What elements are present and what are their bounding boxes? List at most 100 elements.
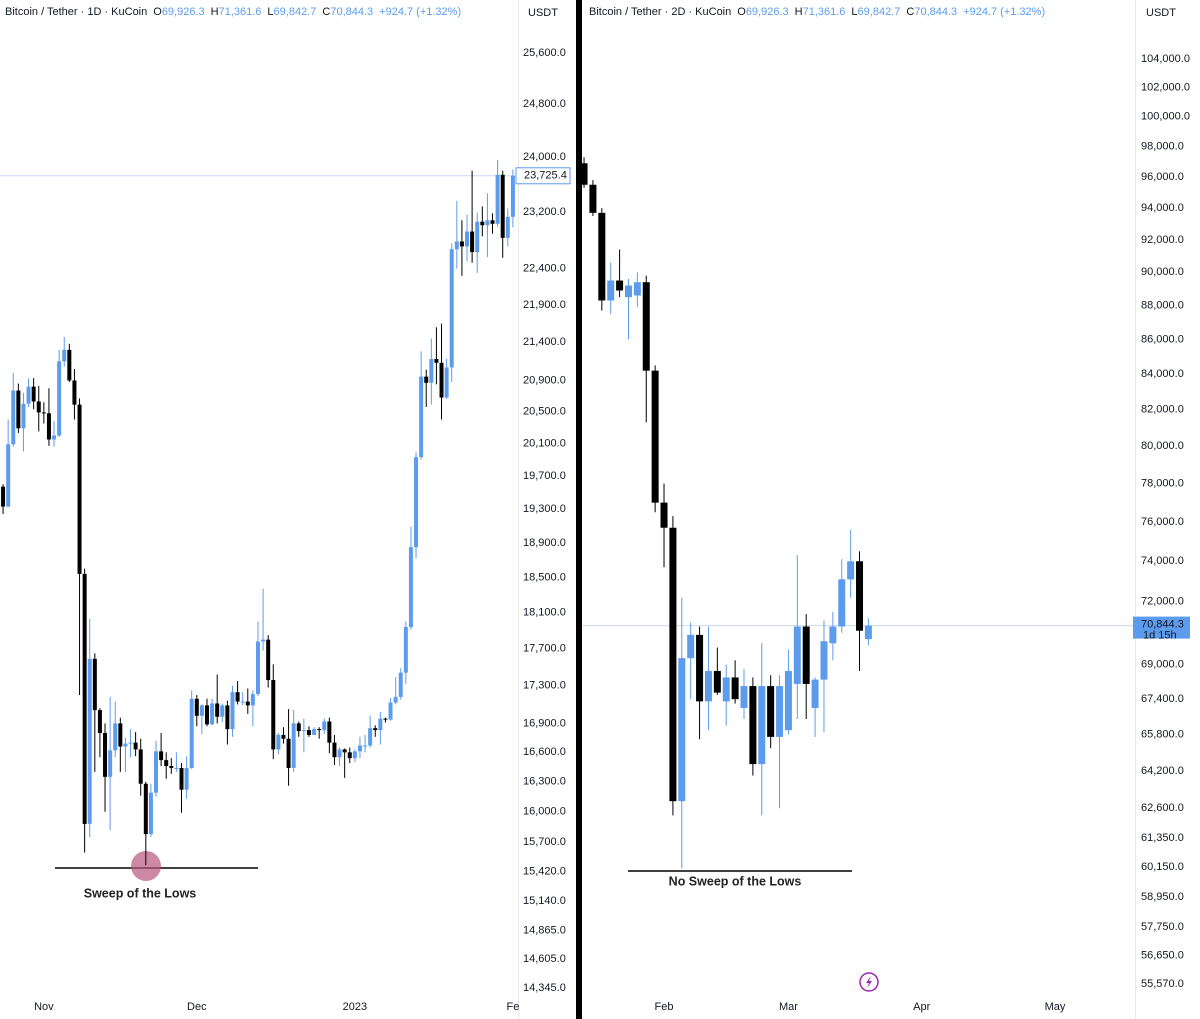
icon-bolt (866, 976, 872, 988)
candle-body (62, 349, 67, 362)
candle-body (696, 634, 704, 702)
candle-body (291, 723, 296, 768)
y-tick-label: 61,350.0 (1141, 832, 1184, 844)
candle-body (802, 626, 810, 684)
candle-body (373, 728, 378, 731)
candle-body (687, 634, 695, 659)
candle-body (505, 216, 510, 238)
candle-body (459, 241, 464, 247)
candle-body (864, 625, 872, 640)
candle-body (261, 639, 266, 642)
y-tick-label: 74,000.0 (1141, 555, 1184, 567)
lightning-icon[interactable] (859, 972, 879, 992)
header: Bitcoin / Tether · 1D · KuCoin O69,926.3 H… (5, 6, 461, 18)
y-tick-label: 84,000.0 (1141, 368, 1184, 380)
candle-body (57, 361, 62, 436)
y-tick-label: 58,950.0 (1141, 891, 1184, 903)
ohlc-value: 69,926.3 (162, 6, 205, 18)
candle-body (784, 670, 792, 731)
candle-body (589, 184, 597, 213)
candle-body (749, 686, 757, 765)
ohlc-value: 71,361.6 (803, 6, 846, 18)
candle-body (439, 362, 444, 398)
y-tick-label: 17,300.0 (523, 680, 566, 692)
candle-body (424, 376, 429, 383)
candle-body (235, 692, 240, 702)
y-tick-label: 57,750.0 (1141, 921, 1184, 933)
y-tick-label: 15,700.0 (523, 836, 566, 848)
y-tick-label: 21,900.0 (523, 299, 566, 311)
candle-body (580, 163, 588, 185)
y-tick-label: 96,000.0 (1141, 171, 1184, 183)
x-tick-label: May (1045, 1001, 1066, 1013)
ohlc-key: L (267, 6, 273, 18)
candle-body (793, 626, 801, 684)
ohlc-key: H (795, 6, 803, 18)
y-tick-label: 16,300.0 (523, 776, 566, 788)
candle-body (11, 390, 16, 445)
candle-body (651, 370, 659, 503)
y-tick-label: 20,100.0 (523, 437, 566, 449)
y-tick-label: 64,200.0 (1141, 765, 1184, 777)
candle-body (97, 710, 102, 733)
candle-body (169, 765, 174, 768)
ohlc-value: 69,842.7 (858, 6, 901, 18)
candle-body (138, 749, 143, 784)
candle-body (811, 679, 819, 708)
y-tick-label: 72,000.0 (1141, 596, 1184, 608)
candle-body (624, 285, 632, 298)
price-label: 70,844.3 (1141, 619, 1184, 631)
candle-body (847, 561, 855, 580)
candle-body (72, 380, 77, 405)
y-tick-label: 20,500.0 (523, 406, 566, 418)
y-tick-label: 102,000.0 (1141, 81, 1190, 93)
candle-body (758, 686, 766, 765)
y-tick-label: 55,570.0 (1141, 978, 1184, 990)
y-tick-label: 76,000.0 (1141, 516, 1184, 528)
candle-body (607, 280, 615, 301)
y-tick-label: 88,000.0 (1141, 299, 1184, 311)
candle-body (332, 742, 337, 758)
candle-body (838, 579, 846, 627)
annotation: Sweep of the Lows (84, 886, 197, 900)
candle-body (143, 783, 148, 835)
y-tick-label: 18,900.0 (523, 537, 566, 549)
ohlc-key: H (211, 6, 219, 18)
y-tick-label: 23,200.0 (523, 206, 566, 218)
candle-body (255, 641, 260, 695)
candle-body (368, 728, 373, 746)
candle-body (266, 639, 271, 681)
candle-body (510, 175, 515, 217)
y-tick-label: 24,800.0 (523, 98, 566, 110)
y-tick-label: 104,000.0 (1141, 53, 1190, 65)
candle-body (312, 729, 317, 735)
y-tick-label: 86,000.0 (1141, 333, 1184, 345)
candle-body (357, 745, 362, 752)
y-tick-label: 21,400.0 (523, 336, 566, 348)
y-tick-label: 24,000.0 (523, 151, 566, 163)
y-tick-label: 19,700.0 (523, 470, 566, 482)
y-tick-label: 14,345.0 (523, 982, 566, 994)
candle-body (500, 174, 505, 238)
candle-body (633, 282, 641, 296)
candle-body (713, 670, 721, 693)
symbol: Bitcoin / Tether · 2D · KuCoin (589, 6, 731, 18)
candle-body (6, 444, 11, 507)
ohlc-value: 70,844.3 (330, 6, 373, 18)
candle-body (454, 241, 459, 250)
y-tick-label: 16,600.0 (523, 746, 566, 758)
candle-body (480, 221, 485, 226)
candle-body (393, 696, 398, 703)
candle-body (148, 792, 153, 835)
candle-body (154, 751, 159, 793)
candle-body (26, 386, 31, 404)
y-tick-label: 67,400.0 (1141, 693, 1184, 705)
candle-body (347, 752, 352, 759)
price-label: 23,725.4 (524, 170, 567, 182)
candle-body (429, 358, 434, 383)
candle-body (856, 561, 864, 631)
candle-body (740, 686, 748, 708)
